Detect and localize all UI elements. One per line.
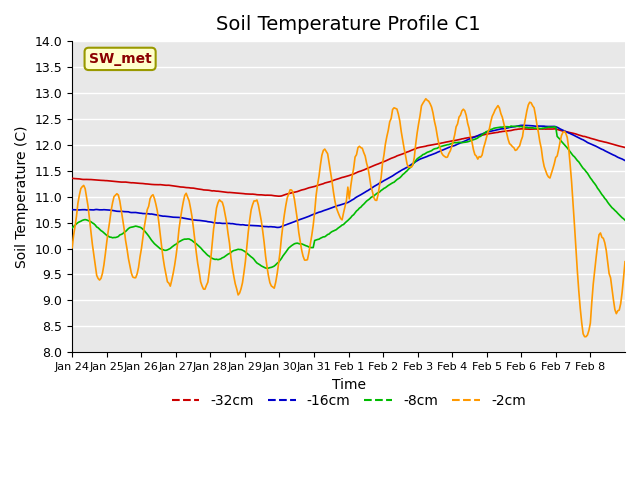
Legend: -32cm, -16cm, -8cm, -2cm: -32cm, -16cm, -8cm, -2cm xyxy=(166,389,531,414)
Y-axis label: Soil Temperature (C): Soil Temperature (C) xyxy=(15,125,29,268)
Title: Soil Temperature Profile C1: Soil Temperature Profile C1 xyxy=(216,15,481,34)
Text: SW_met: SW_met xyxy=(89,52,152,66)
X-axis label: Time: Time xyxy=(332,377,365,392)
